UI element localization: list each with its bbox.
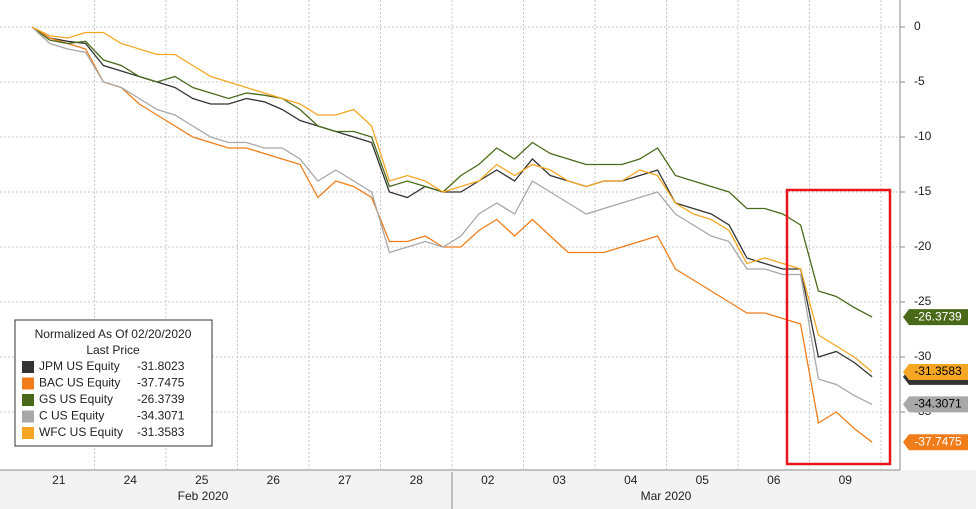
x-tick-label: 09 bbox=[839, 473, 853, 487]
legend-label: C US Equity bbox=[39, 409, 104, 423]
legend-swatch bbox=[22, 410, 34, 423]
x-tick-label: 21 bbox=[52, 473, 66, 487]
series-line bbox=[31, 26, 873, 378]
series-line bbox=[31, 26, 873, 373]
series-line bbox=[31, 26, 873, 318]
legend-label: WFC US Equity bbox=[39, 425, 123, 439]
legend-value: -26.3739 bbox=[137, 392, 185, 406]
y-tick-label: -20 bbox=[914, 239, 932, 253]
x-tick-label: 02 bbox=[481, 473, 495, 487]
legend-label: GS US Equity bbox=[39, 392, 113, 406]
last-value-label: -26.3739 bbox=[914, 309, 962, 323]
x-tick-label: 03 bbox=[553, 473, 567, 487]
month-label: Feb 2020 bbox=[178, 489, 229, 503]
legend-value: -37.7475 bbox=[137, 376, 185, 390]
legend-swatch bbox=[22, 427, 34, 439]
y-tick-label: -30 bbox=[914, 349, 932, 363]
y-tick-label: -15 bbox=[914, 184, 932, 198]
last-value-label: -37.7475 bbox=[914, 434, 962, 448]
highlight-box bbox=[785, 188, 892, 466]
x-axis-band bbox=[0, 470, 976, 509]
legend-swatch bbox=[22, 377, 34, 390]
legend-swatch bbox=[22, 394, 34, 406]
x-tick-label: 06 bbox=[767, 473, 781, 487]
y-tick-label: -25 bbox=[914, 294, 932, 308]
last-value-label: -31.3583 bbox=[914, 364, 962, 378]
last-value-tag bbox=[903, 363, 968, 380]
legend-swatch bbox=[22, 361, 34, 373]
legend: Normalized As Of 02/20/2020 Last Price JPM… bbox=[14, 319, 213, 447]
y-tick-label: 0 bbox=[914, 19, 921, 33]
last-value-tag bbox=[903, 309, 968, 326]
x-tick-label: 26 bbox=[267, 473, 281, 487]
x-tick-label: 27 bbox=[338, 473, 352, 487]
last-value-tag bbox=[903, 434, 968, 451]
series-line bbox=[31, 26, 873, 443]
x-tick-label: 05 bbox=[696, 473, 710, 487]
legend-title: Normalized As Of 02/20/2020 bbox=[35, 327, 192, 341]
legend-label: BAC US Equity bbox=[39, 376, 120, 390]
x-tick-label: 28 bbox=[410, 473, 424, 487]
legend-label: JPM US Equity bbox=[39, 359, 120, 373]
legend-subtitle: Last Price bbox=[86, 343, 140, 357]
legend-value: -31.3583 bbox=[137, 425, 185, 439]
y-tick-label: -10 bbox=[914, 129, 932, 143]
legend-box bbox=[14, 319, 213, 447]
last-value-tag bbox=[903, 396, 968, 413]
x-tick-label: 25 bbox=[195, 473, 209, 487]
month-label: Mar 2020 bbox=[641, 489, 692, 503]
x-tick-label: 04 bbox=[624, 473, 638, 487]
legend-value: -34.3071 bbox=[137, 409, 185, 423]
series-line bbox=[31, 26, 873, 405]
x-tick-label: 24 bbox=[124, 473, 138, 487]
y-tick-label: -5 bbox=[914, 74, 925, 88]
legend-value: -31.8023 bbox=[137, 359, 185, 373]
last-value-label: -34.3071 bbox=[914, 397, 962, 411]
